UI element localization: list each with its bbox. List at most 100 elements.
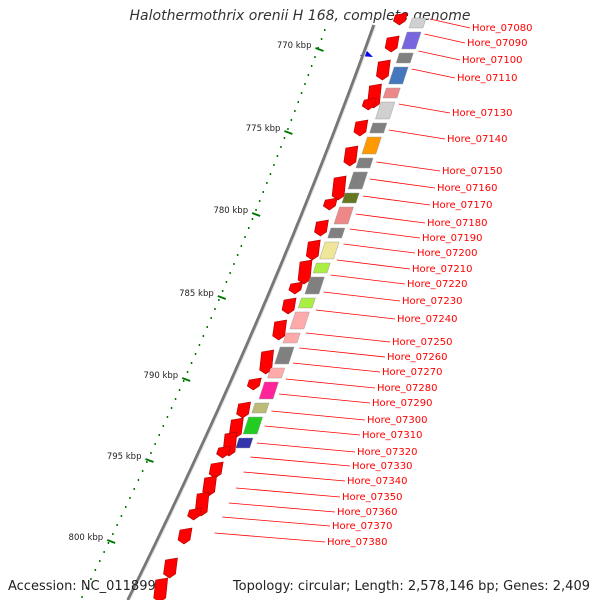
cog-block (388, 66, 409, 85)
gene-label: Hore_07230 (402, 296, 463, 307)
gene-arrow (343, 145, 359, 167)
cog-block (341, 192, 360, 204)
cog-block (375, 101, 396, 120)
gene-label: Hore_07310 (362, 430, 423, 441)
gene-leader-line (285, 378, 376, 389)
gene-leader-line (398, 103, 451, 114)
cog-block (408, 17, 427, 29)
gene-leader-line (279, 393, 371, 404)
gene-leader-line (305, 332, 391, 343)
gene-leader-line (256, 442, 356, 453)
gene-arrow (322, 197, 338, 211)
gene-leader-line (250, 456, 351, 467)
cog-block (312, 262, 331, 274)
cog-block (297, 297, 316, 309)
scale-tick (284, 130, 293, 135)
scale-ticks: 770 kbp 775 kbp 780 kbp 785 kbp 790 kbp 795 k… (69, 29, 373, 598)
gene-label: Hore_07130 (452, 108, 513, 119)
genome-backbone (126, 24, 377, 600)
gene-label: Hore_07360 (337, 507, 398, 518)
gene-arrow (187, 507, 202, 521)
cog-block (304, 276, 325, 295)
gene-leader-line (228, 502, 336, 513)
gene-leader-line (299, 347, 386, 358)
gene-leader-line (330, 274, 406, 285)
scale-label: 790 kbp (144, 371, 179, 381)
gene-leader-line (388, 129, 446, 140)
gene-arrow (163, 557, 178, 579)
gene-arrow (153, 577, 169, 600)
scale-label: 795 kbp (107, 452, 142, 462)
gene-arrow (305, 239, 321, 261)
gene-leader-line (243, 471, 346, 482)
gene-label: Hore_07200 (417, 248, 478, 259)
gene-label: Hore_07210 (412, 264, 473, 275)
cog-block (319, 241, 340, 260)
cog-block (282, 332, 301, 344)
gene-leader-line (429, 18, 471, 29)
cog-block (267, 367, 286, 379)
gene-arrow (216, 445, 231, 459)
scale-label: 780 kbp (213, 206, 248, 216)
gene-leader-line (362, 195, 431, 206)
cog-block (369, 122, 388, 134)
scale-tick (145, 458, 154, 463)
gene-labels: Hore_07080 Hore_07090 Hore_07100 Hore_07110… (214, 18, 533, 548)
gene-label: Hore_07380 (327, 537, 388, 548)
gene-leader-line (369, 178, 436, 189)
gene-leader-line (315, 309, 396, 320)
gene-arrow (259, 349, 274, 375)
cog-block (235, 437, 254, 449)
accession-text: Accession: NC_011899 (8, 579, 156, 594)
gene-arrow (376, 59, 391, 81)
genome-title: Halothermothrix orenii H 168, complete g… (129, 8, 471, 24)
cog-block (347, 171, 368, 190)
gene-arrow (393, 12, 408, 26)
cog-block (274, 346, 295, 365)
gene-leader-line (336, 259, 411, 270)
gene-label: Hore_07280 (377, 383, 438, 394)
scale-tick (106, 539, 116, 544)
gene-leader-line (411, 68, 456, 79)
cog-block (327, 227, 346, 239)
gene-label: Hore_07300 (367, 415, 428, 426)
gene-label: Hore_07220 (407, 279, 468, 290)
gene-label: Hore_07240 (397, 314, 458, 325)
cog-block (382, 87, 401, 99)
gene-leader-line (214, 532, 326, 543)
gene-arrow (384, 35, 400, 53)
gene-leader-line (349, 228, 421, 239)
cog-block (401, 31, 422, 50)
cog-block (361, 136, 382, 155)
gene-arrow (288, 281, 304, 295)
gene-label: Hore_07170 (432, 200, 493, 211)
gene-arrow (297, 259, 313, 285)
scale-label: 800 kbp (69, 533, 104, 543)
gene-leader-line (292, 362, 381, 373)
gene-label: Hore_07260 (387, 352, 448, 363)
gene-arrow (314, 219, 329, 237)
gene-label: Hore_07180 (427, 218, 488, 229)
gene-leader-line (355, 213, 426, 224)
gene-label: Hore_07340 (347, 476, 408, 487)
gene-label: Hore_07160 (437, 183, 498, 194)
cog-track (235, 17, 427, 449)
gene-label: Hore_07090 (467, 38, 528, 49)
gene-leader-line (418, 50, 461, 61)
cog-block (395, 52, 414, 64)
backbone-outer (126, 24, 376, 600)
gene-arrow (272, 319, 287, 341)
gene-leader-line (323, 291, 401, 302)
gene-arrow (177, 527, 193, 545)
gene-label: Hore_07250 (392, 337, 453, 348)
scale-label: 770 kbp (277, 41, 312, 51)
gene-label: Hore_07150 (442, 166, 503, 177)
gene-label: Hore_07370 (332, 521, 393, 532)
scale-tick (251, 212, 261, 217)
gene-leader-line (264, 425, 361, 436)
scale-tick (181, 377, 191, 382)
gene-arrow (236, 401, 251, 419)
gene-label: Hore_07330 (352, 461, 413, 472)
gene-leader-line (376, 161, 441, 172)
backbone-inner (129, 24, 377, 600)
